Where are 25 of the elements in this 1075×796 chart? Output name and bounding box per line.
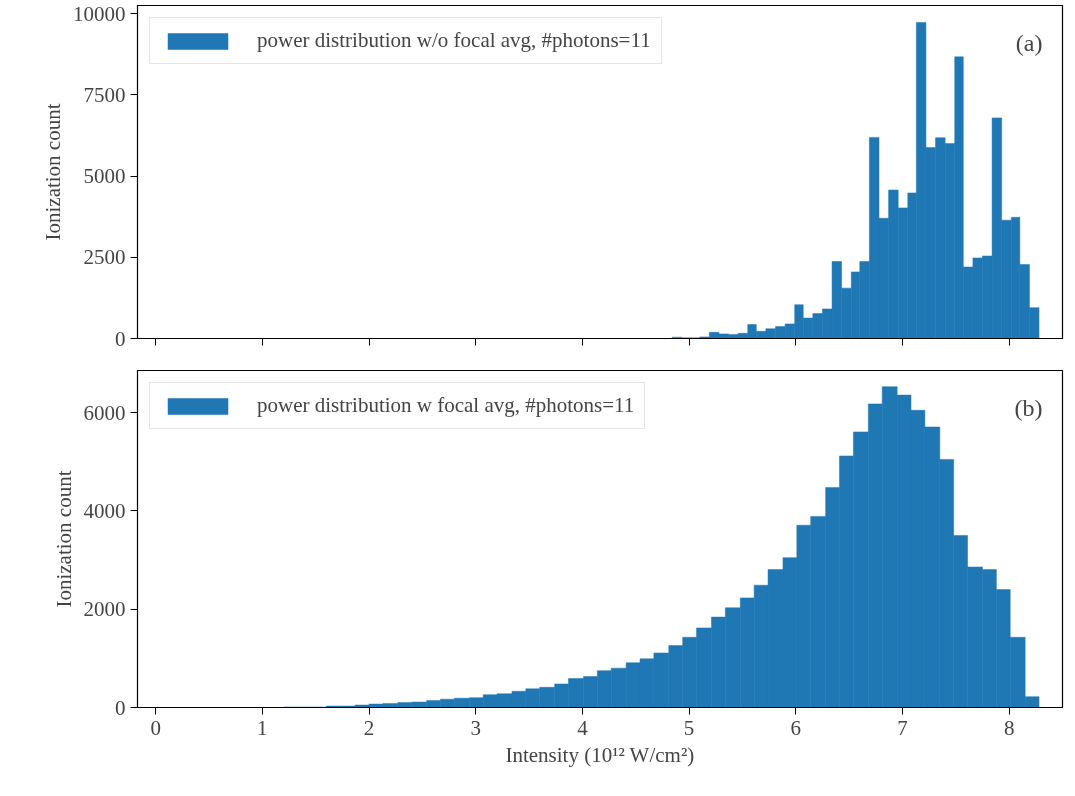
- y-tick-label: 5000: [83, 164, 126, 189]
- y-tick-label: 0: [115, 695, 126, 720]
- y-tick-label: 2000: [83, 597, 126, 622]
- x-tick-label: 2: [363, 715, 375, 740]
- y-tick-label: 10000: [73, 1, 126, 26]
- x-tick-label: 8: [1003, 715, 1015, 740]
- x-tick-label: 7: [897, 715, 908, 740]
- x-axis-title: Intensity (10¹² W/cm²): [505, 742, 695, 767]
- y-axis-title: Ionization count: [51, 470, 76, 608]
- x-tick-label: 1: [257, 715, 268, 740]
- x-tick-label: 0: [150, 715, 161, 740]
- y-tick-label: 6000: [83, 400, 126, 425]
- x-tick-label: 4: [577, 715, 589, 740]
- legend-label: power distribution w focal avg, #photons=11: [257, 393, 635, 418]
- y-tick-label: 0: [115, 326, 126, 351]
- x-tick-label: 5: [683, 715, 695, 740]
- y-axis-title: Ionization count: [41, 103, 65, 241]
- legend-label: power distribution w/o focal avg, #photons=11: [257, 28, 651, 53]
- y-tick-label: 4000: [83, 499, 126, 523]
- y-tick-label: 2500: [83, 245, 126, 270]
- x-tick-label: 3: [470, 715, 481, 740]
- y-tick-label: 7500: [83, 82, 126, 107]
- x-tick-label: 6: [790, 715, 802, 740]
- annotation: (a): [1015, 29, 1043, 56]
- annotation: (b): [1014, 394, 1043, 421]
